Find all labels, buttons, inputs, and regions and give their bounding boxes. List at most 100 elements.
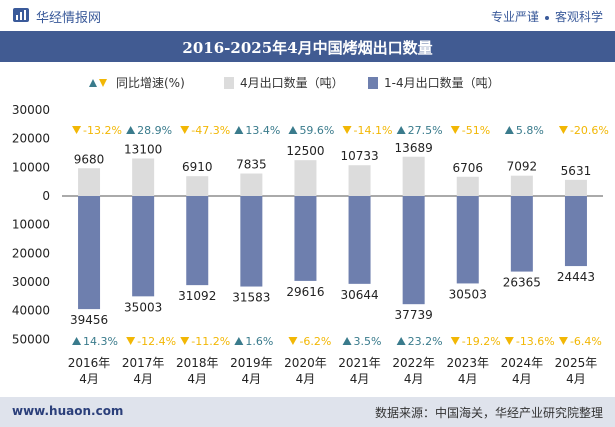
bar-cumulative-value: 24443 [557, 270, 595, 284]
yoy-label: -51% [462, 124, 490, 137]
yoy-label: 5.8% [516, 124, 544, 137]
bar-month-value: 5631 [561, 164, 592, 178]
bar-cumulative-value: 30644 [340, 288, 378, 302]
down-arrow-icon [180, 337, 190, 345]
bar-month [78, 168, 101, 196]
x-tick-label-year: 2021年 [338, 356, 381, 370]
legend-cumulative-swatch [368, 77, 378, 89]
bar-month-value: 12500 [286, 144, 324, 158]
yoy-cumulative: -13.6% [504, 335, 555, 348]
bar-cumulative-value: 30503 [449, 287, 487, 301]
y-tick-label: 10000 [12, 160, 50, 174]
bar-month [402, 156, 425, 196]
x-tick-label-month: 4月 [566, 372, 586, 386]
legend: 同比增速(%) 4月出口数量（吨） 1-4月出口数量（吨） [0, 72, 615, 92]
down-arrow-icon [450, 126, 460, 134]
bar-month [564, 179, 587, 196]
y-tick-label: 10000 [12, 218, 50, 232]
yoy-month: -20.6% [558, 124, 609, 137]
yoy-cumulative: 23.2% [396, 335, 443, 348]
yoy-cumulative: -11.2% [180, 335, 230, 348]
up-arrow-icon [126, 126, 136, 134]
up-arrow-icon [72, 337, 82, 345]
bar-month-value: 13100 [124, 142, 162, 156]
bar-month [456, 176, 479, 196]
down-arrow-icon [504, 337, 514, 345]
yoy-month: -47.3% [180, 124, 230, 137]
bar-cumulative-value: 31092 [178, 289, 216, 303]
bar-month-value: 7092 [507, 160, 538, 174]
down-arrow-icon [180, 126, 190, 134]
yoy-label: 59.6% [299, 124, 334, 137]
yoy-label: 3.5% [354, 335, 382, 348]
legend-cumulative: 1-4月出口数量（吨） [368, 74, 500, 91]
bar-cumulative-value: 37739 [395, 308, 433, 322]
yoy-label: 14.3% [83, 335, 118, 348]
down-arrow-icon [126, 337, 136, 345]
x-tick-label-month: 4月 [242, 372, 262, 386]
x-tick-label-month: 4月 [296, 372, 316, 386]
yoy-month: -51% [450, 124, 490, 137]
x-tick-label-month: 4月 [133, 372, 153, 386]
bar-month [240, 173, 263, 196]
yoy-month: -13.2% [72, 124, 122, 137]
yoy-label: -47.3% [191, 124, 230, 137]
legend-month-swatch [224, 77, 234, 89]
bar-month-value: 6706 [452, 161, 483, 175]
bar-cumulative [240, 196, 263, 287]
bar-chart: 30000 20000 10000 0 10000 20000 30000 40000 5000… [12, 103, 609, 386]
x-tick-label-year: 2016年 [68, 356, 111, 370]
footer-source: 数据来源：中国海关，华经产业研究院整理 [374, 406, 603, 420]
x-tick-label-month: 4月 [512, 372, 532, 386]
y-tick-label: 50000 [12, 332, 50, 346]
legend-month-label: 4月出口数量（吨） [240, 76, 344, 90]
up-arrow-icon [342, 337, 352, 345]
up-arrow-icon [288, 126, 298, 134]
yoy-cumulative: -12.4% [126, 335, 176, 348]
bar-cumulative [510, 196, 533, 272]
bar-month-value: 7835 [236, 158, 267, 172]
yoy-label: 13.4% [245, 124, 280, 137]
down-arrow-icon [450, 337, 460, 345]
yoy-month: 5.8% [504, 124, 544, 137]
legend-down-arrow-icon [99, 79, 107, 87]
yoy-label: 28.9% [137, 124, 172, 137]
legend-yoy-label: 同比增速(%) [116, 76, 185, 90]
bar-cumulative-value: 35003 [124, 300, 162, 314]
bar-cumulative [78, 196, 101, 310]
yoy-label: -12.4% [137, 335, 176, 348]
y-tick-label: 20000 [12, 246, 50, 260]
down-arrow-icon [288, 337, 298, 345]
yoy-label: 27.5% [408, 124, 443, 137]
bar-month [510, 175, 533, 196]
slogan-right: 客观科学 [554, 10, 603, 24]
yoy-label: 23.2% [408, 335, 443, 348]
yoy-label: -13.6% [516, 335, 555, 348]
legend-month: 4月出口数量（吨） [224, 74, 344, 91]
up-arrow-icon [234, 126, 244, 134]
slogan-dot [544, 15, 549, 20]
bar-cumulative [294, 196, 317, 281]
yoy-cumulative: 3.5% [342, 335, 382, 348]
down-arrow-icon [558, 126, 568, 134]
yoy-label: -19.2% [462, 335, 501, 348]
bar-month-value: 9680 [74, 152, 105, 166]
yoy-month: -14.1% [342, 124, 393, 137]
bar-month [132, 158, 155, 196]
down-arrow-icon [72, 126, 82, 134]
y-tick-label: 30000 [12, 103, 50, 117]
yoy-label: -6.2% [299, 335, 331, 348]
bar-cumulative [132, 196, 155, 297]
x-tick-label-month: 4月 [187, 372, 207, 386]
bar-cumulative [348, 196, 371, 284]
bar-cumulative [402, 196, 425, 305]
bar-cumulative [564, 196, 587, 267]
yoy-cumulative: 1.6% [234, 335, 273, 348]
x-tick-label-year: 2019年 [230, 356, 273, 370]
logo-icon [13, 8, 29, 22]
yoy-label: -14.1% [354, 124, 393, 137]
x-tick-label-month: 4月 [350, 372, 370, 386]
yoy-label: -6.4% [570, 335, 602, 348]
top-bar: 华经情报网 专业严谨 客观科学 [0, 0, 615, 30]
bar-cumulative-value: 31583 [232, 291, 270, 305]
